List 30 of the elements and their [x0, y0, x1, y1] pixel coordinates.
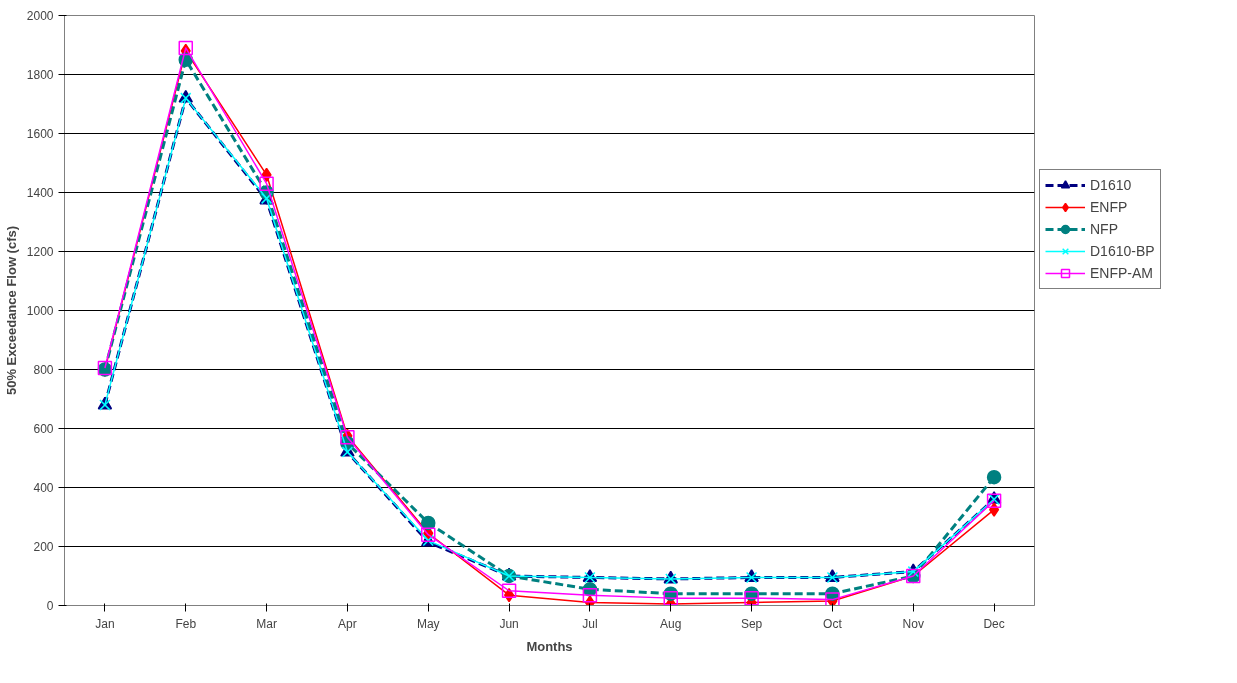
- y-tick-label: 1600: [26, 127, 54, 141]
- x-tick-label: Feb: [175, 616, 197, 631]
- legend-label: D1610: [1090, 177, 1132, 193]
- y-tick-label: 0: [46, 599, 54, 613]
- legend-label: ENFP: [1090, 199, 1128, 215]
- legend-label: D1610-BP: [1090, 243, 1155, 259]
- y-tick-label: 1400: [26, 186, 54, 200]
- legend-label: NFP: [1090, 221, 1118, 237]
- y-tick-label: 800: [33, 363, 54, 377]
- x-tick-label: Nov: [902, 616, 924, 631]
- y-tick-label: 400: [33, 481, 54, 495]
- x-tick-label: Jul: [582, 616, 598, 631]
- x-tick-label: Dec: [983, 616, 1005, 631]
- x-tick-label: Mar: [256, 616, 277, 631]
- x-tick-label: Aug: [660, 616, 682, 631]
- x-tick-label: Sep: [740, 616, 763, 631]
- y-tick-label: 1000: [26, 304, 54, 318]
- y-axis-title: 50% Exceedance Flow (cfs): [3, 225, 19, 396]
- y-tick-label: 600: [33, 422, 54, 436]
- x-tick-label: Jan: [95, 616, 115, 631]
- x-axis-title: Months: [526, 638, 573, 654]
- y-tick-label: 1800: [26, 68, 54, 82]
- x-tick-label: Jun: [499, 616, 519, 631]
- y-tick-label: 2000: [26, 9, 54, 23]
- x-tick-label: Apr: [338, 616, 357, 631]
- y-tick-label: 200: [33, 540, 54, 554]
- x-tick-label: Oct: [823, 616, 843, 631]
- x-tick-label: May: [416, 616, 440, 631]
- y-tick-label: 1200: [26, 245, 54, 259]
- legend-label: ENFP-AM: [1090, 265, 1153, 281]
